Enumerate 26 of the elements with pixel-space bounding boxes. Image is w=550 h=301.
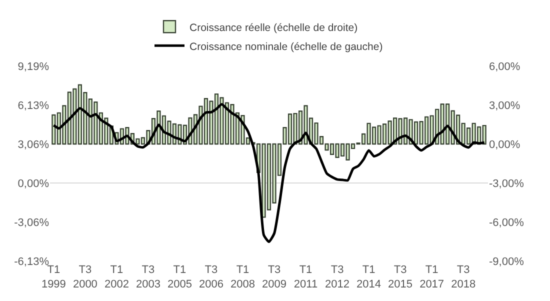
x-tick-label: T3 2009 (262, 264, 286, 290)
x-tick-label: T1 2002 (104, 264, 129, 290)
y-tick-label: 9,19% (18, 60, 50, 73)
x-tick-label: T3 2003 (136, 264, 160, 290)
x-tick-label: T3 2015 (388, 264, 413, 290)
y2-tick-label: 6,00% (489, 60, 520, 73)
x-tick-label: T1 2005 (167, 264, 192, 290)
x-tick-label: T1 2014 (356, 264, 382, 290)
y-tick-label: 3,06% (18, 138, 50, 151)
x-tick-label: T3 2000 (72, 264, 98, 290)
y2-tick-label: 0,00% (489, 138, 520, 151)
x-tick-label: T1 2011 (294, 264, 318, 290)
y2-tick-label: 3,00% (489, 100, 520, 112)
y2-tick-label: -9,00% (489, 256, 524, 268)
y-tick-label: 6,13% (18, 100, 50, 112)
x-tick-label: T1 2017 (420, 264, 444, 290)
legend-label: Croissance réelle (échelle de droite) (190, 22, 358, 34)
y2-tick-label: -6,00% (489, 216, 524, 229)
y2-tick-label: -3,00% (489, 178, 524, 190)
x-tick-label: T3 2012 (325, 264, 350, 290)
y-tick-label: -3,06% (14, 216, 50, 229)
y-tick-label: 0,00% (18, 178, 50, 190)
x-tick-label: T3 2006 (198, 264, 224, 290)
x-tick-label: T3 2018 (451, 264, 476, 290)
x-tick-label: T1 2008 (230, 264, 255, 290)
legend-label: Croissance nominale (échelle de gauche) (190, 40, 383, 53)
